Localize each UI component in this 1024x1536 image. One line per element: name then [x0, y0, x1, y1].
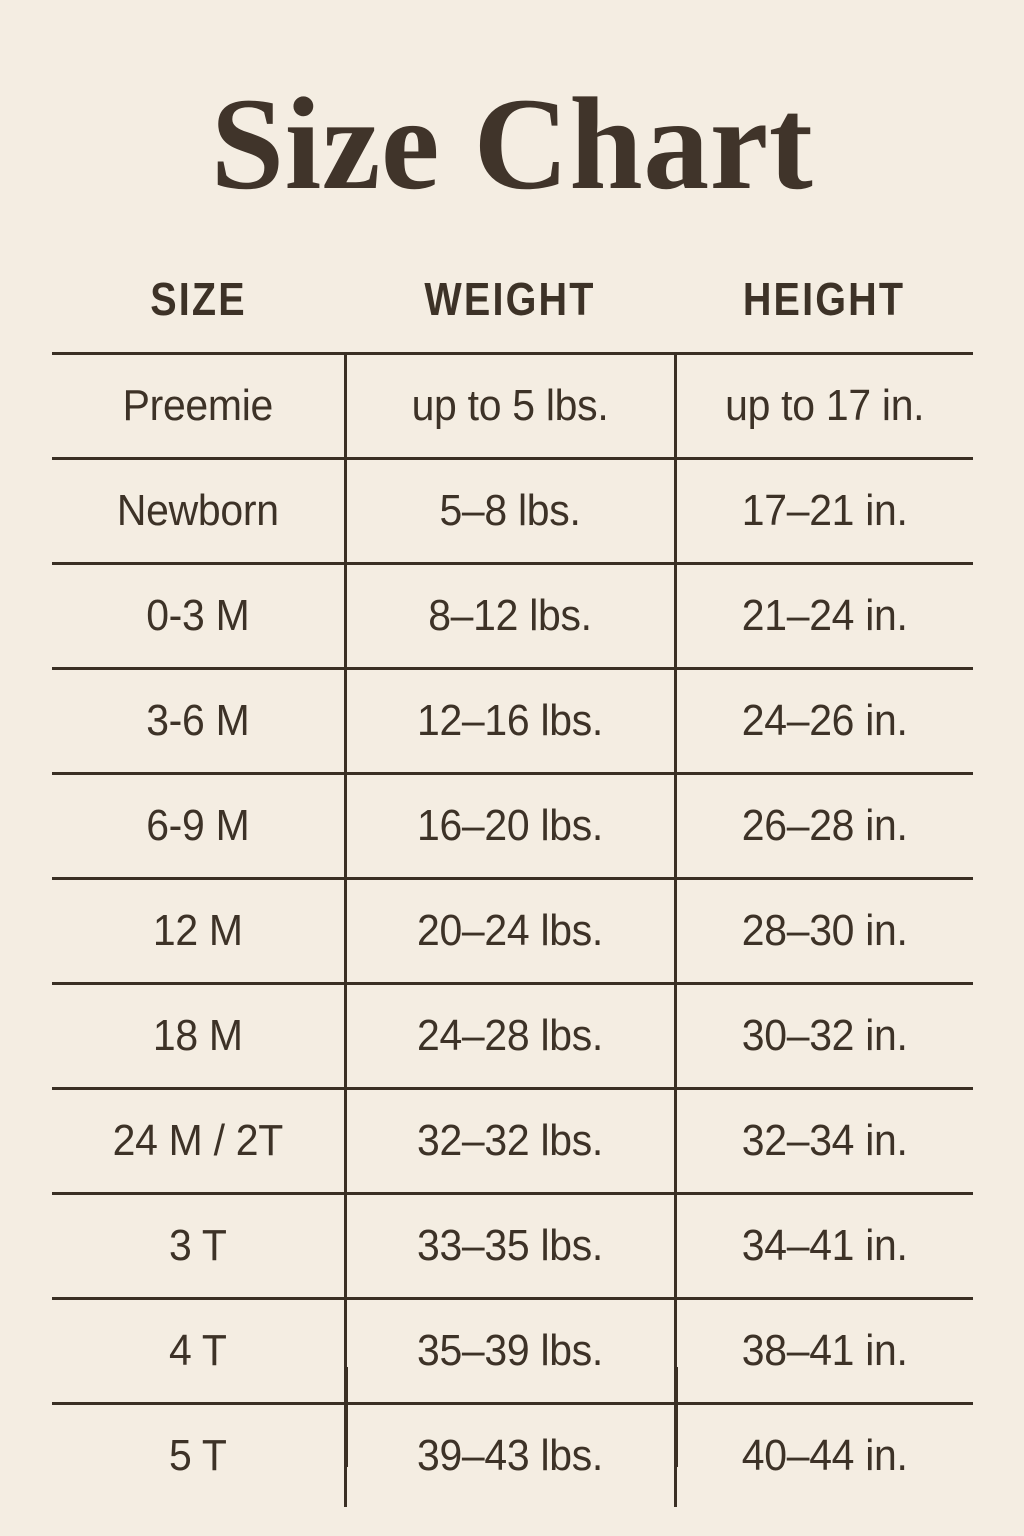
cell-height: 30–32 in. — [684, 982, 963, 1089]
cell-weight: 32–32 lbs. — [355, 1087, 664, 1194]
cell-size: 0-3 M — [62, 562, 335, 669]
table-body: Preemie up to 5 lbs. up to 17 in. Newborn 5–… — [52, 352, 973, 1507]
table-row: 3-6 M 12–16 lbs. 24–26 in. — [52, 667, 973, 774]
cell-height: up to 17 in. — [684, 352, 963, 459]
cell-weight: 5–8 lbs. — [355, 457, 664, 564]
cell-weight: 35–39 lbs. — [355, 1297, 664, 1404]
table-row: Newborn 5–8 lbs. 17–21 in. — [52, 457, 973, 564]
cell-size: 5 T — [62, 1402, 335, 1507]
cell-weight: 33–35 lbs. — [355, 1192, 664, 1299]
cell-height: 38–41 in. — [684, 1297, 963, 1404]
cell-height: 34–41 in. — [684, 1192, 963, 1299]
table-row: 12 M 20–24 lbs. 28–30 in. — [52, 877, 973, 984]
column-header-height: HEIGHT — [742, 273, 906, 325]
cell-weight: 16–20 lbs. — [355, 772, 664, 879]
cell-size: 24 M / 2T — [62, 1087, 335, 1194]
cell-size: 4 T — [62, 1297, 335, 1404]
cell-weight: 8–12 lbs. — [355, 562, 664, 669]
size-chart-table: SIZE WEIGHT HEIGHT Preemie up to 5 lbs. up… — [52, 272, 973, 1507]
table-row: 0-3 M 8–12 lbs. 21–24 in. — [52, 562, 973, 669]
table-row: 18 M 24–28 lbs. 30–32 in. — [52, 982, 973, 1089]
cell-weight: up to 5 lbs. — [355, 352, 664, 459]
column-header-weight: WEIGHT — [424, 273, 596, 325]
cell-height: 24–26 in. — [684, 667, 963, 774]
cell-height: 28–30 in. — [684, 877, 963, 984]
table-row: 5 T 39–43 lbs. 40–44 in. — [52, 1402, 973, 1507]
cell-height: 21–24 in. — [684, 562, 963, 669]
table-row: 6-9 M 16–20 lbs. 26–28 in. — [52, 772, 973, 879]
table-row: 3 T 33–35 lbs. 34–41 in. — [52, 1192, 973, 1299]
table-header-row: SIZE WEIGHT HEIGHT — [52, 272, 973, 354]
cell-weight: 24–28 lbs. — [355, 982, 664, 1089]
size-table-grid: SIZE WEIGHT HEIGHT Preemie up to 5 lbs. up… — [52, 272, 973, 1507]
cell-size: 18 M — [62, 982, 335, 1089]
table-row: Preemie up to 5 lbs. up to 17 in. — [52, 352, 973, 459]
cell-weight: 12–16 lbs. — [355, 667, 664, 774]
cell-height: 26–28 in. — [684, 772, 963, 879]
cell-weight: 39–43 lbs. — [355, 1402, 664, 1507]
cell-size: 3-6 M — [62, 667, 335, 774]
cell-size: Newborn — [62, 457, 335, 564]
cell-height: 40–44 in. — [684, 1402, 963, 1507]
column-header-size: SIZE — [150, 273, 247, 325]
cell-size: Preemie — [62, 352, 335, 459]
cell-height: 17–21 in. — [684, 457, 963, 564]
table-header: SIZE WEIGHT HEIGHT — [52, 272, 973, 354]
cell-weight: 20–24 lbs. — [355, 877, 664, 984]
page-title: Size Chart — [210, 70, 814, 217]
cell-size: 3 T — [62, 1192, 335, 1299]
cell-size: 12 M — [62, 877, 335, 984]
cell-height: 32–34 in. — [684, 1087, 963, 1194]
table-row: 4 T 35–39 lbs. 38–41 in. — [52, 1297, 973, 1404]
table-row: 24 M / 2T 32–32 lbs. 32–34 in. — [52, 1087, 973, 1194]
cell-size: 6-9 M — [62, 772, 335, 879]
